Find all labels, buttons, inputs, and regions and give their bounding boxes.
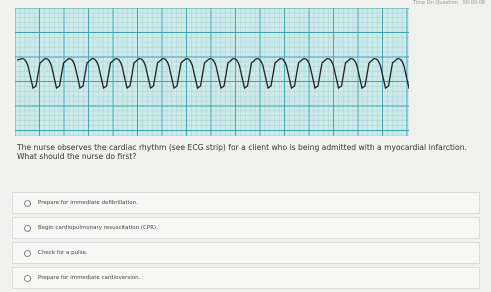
radio-button[interactable]	[24, 249, 31, 257]
question-text: The nurse observes the cardiac rhythm (s…	[17, 143, 467, 161]
radio-button[interactable]	[24, 199, 31, 207]
ecg-waveform	[16, 58, 409, 90]
timer-label: Time On Question:	[412, 0, 460, 6]
answer-option[interactable]: Check for a pulse.	[12, 242, 480, 264]
ecg-background	[15, 8, 409, 136]
option-text: Prepare for immediate cardioversion.	[38, 275, 141, 281]
option-text: Begin cardiopulmonary resuscitation (CPR…	[38, 225, 158, 231]
option-text: Prepare for immediate defibrillation.	[38, 200, 138, 206]
radio-button[interactable]	[24, 224, 31, 232]
ecg-strip	[15, 8, 409, 136]
timer-value: 00:00:08	[462, 0, 485, 6]
answer-option[interactable]: Prepare for immediate defibrillation.	[12, 192, 480, 214]
radio-button[interactable]	[24, 274, 31, 282]
options-list: Prepare for immediate defibrillation. Beg…	[12, 192, 480, 292]
timer: Time On Question: 00:00:08	[410, 0, 485, 6]
answer-option[interactable]: Prepare for immediate cardioversion.	[12, 267, 480, 289]
option-text: Check for a pulse.	[38, 250, 88, 256]
answer-option[interactable]: Begin cardiopulmonary resuscitation (CPR…	[12, 217, 480, 239]
